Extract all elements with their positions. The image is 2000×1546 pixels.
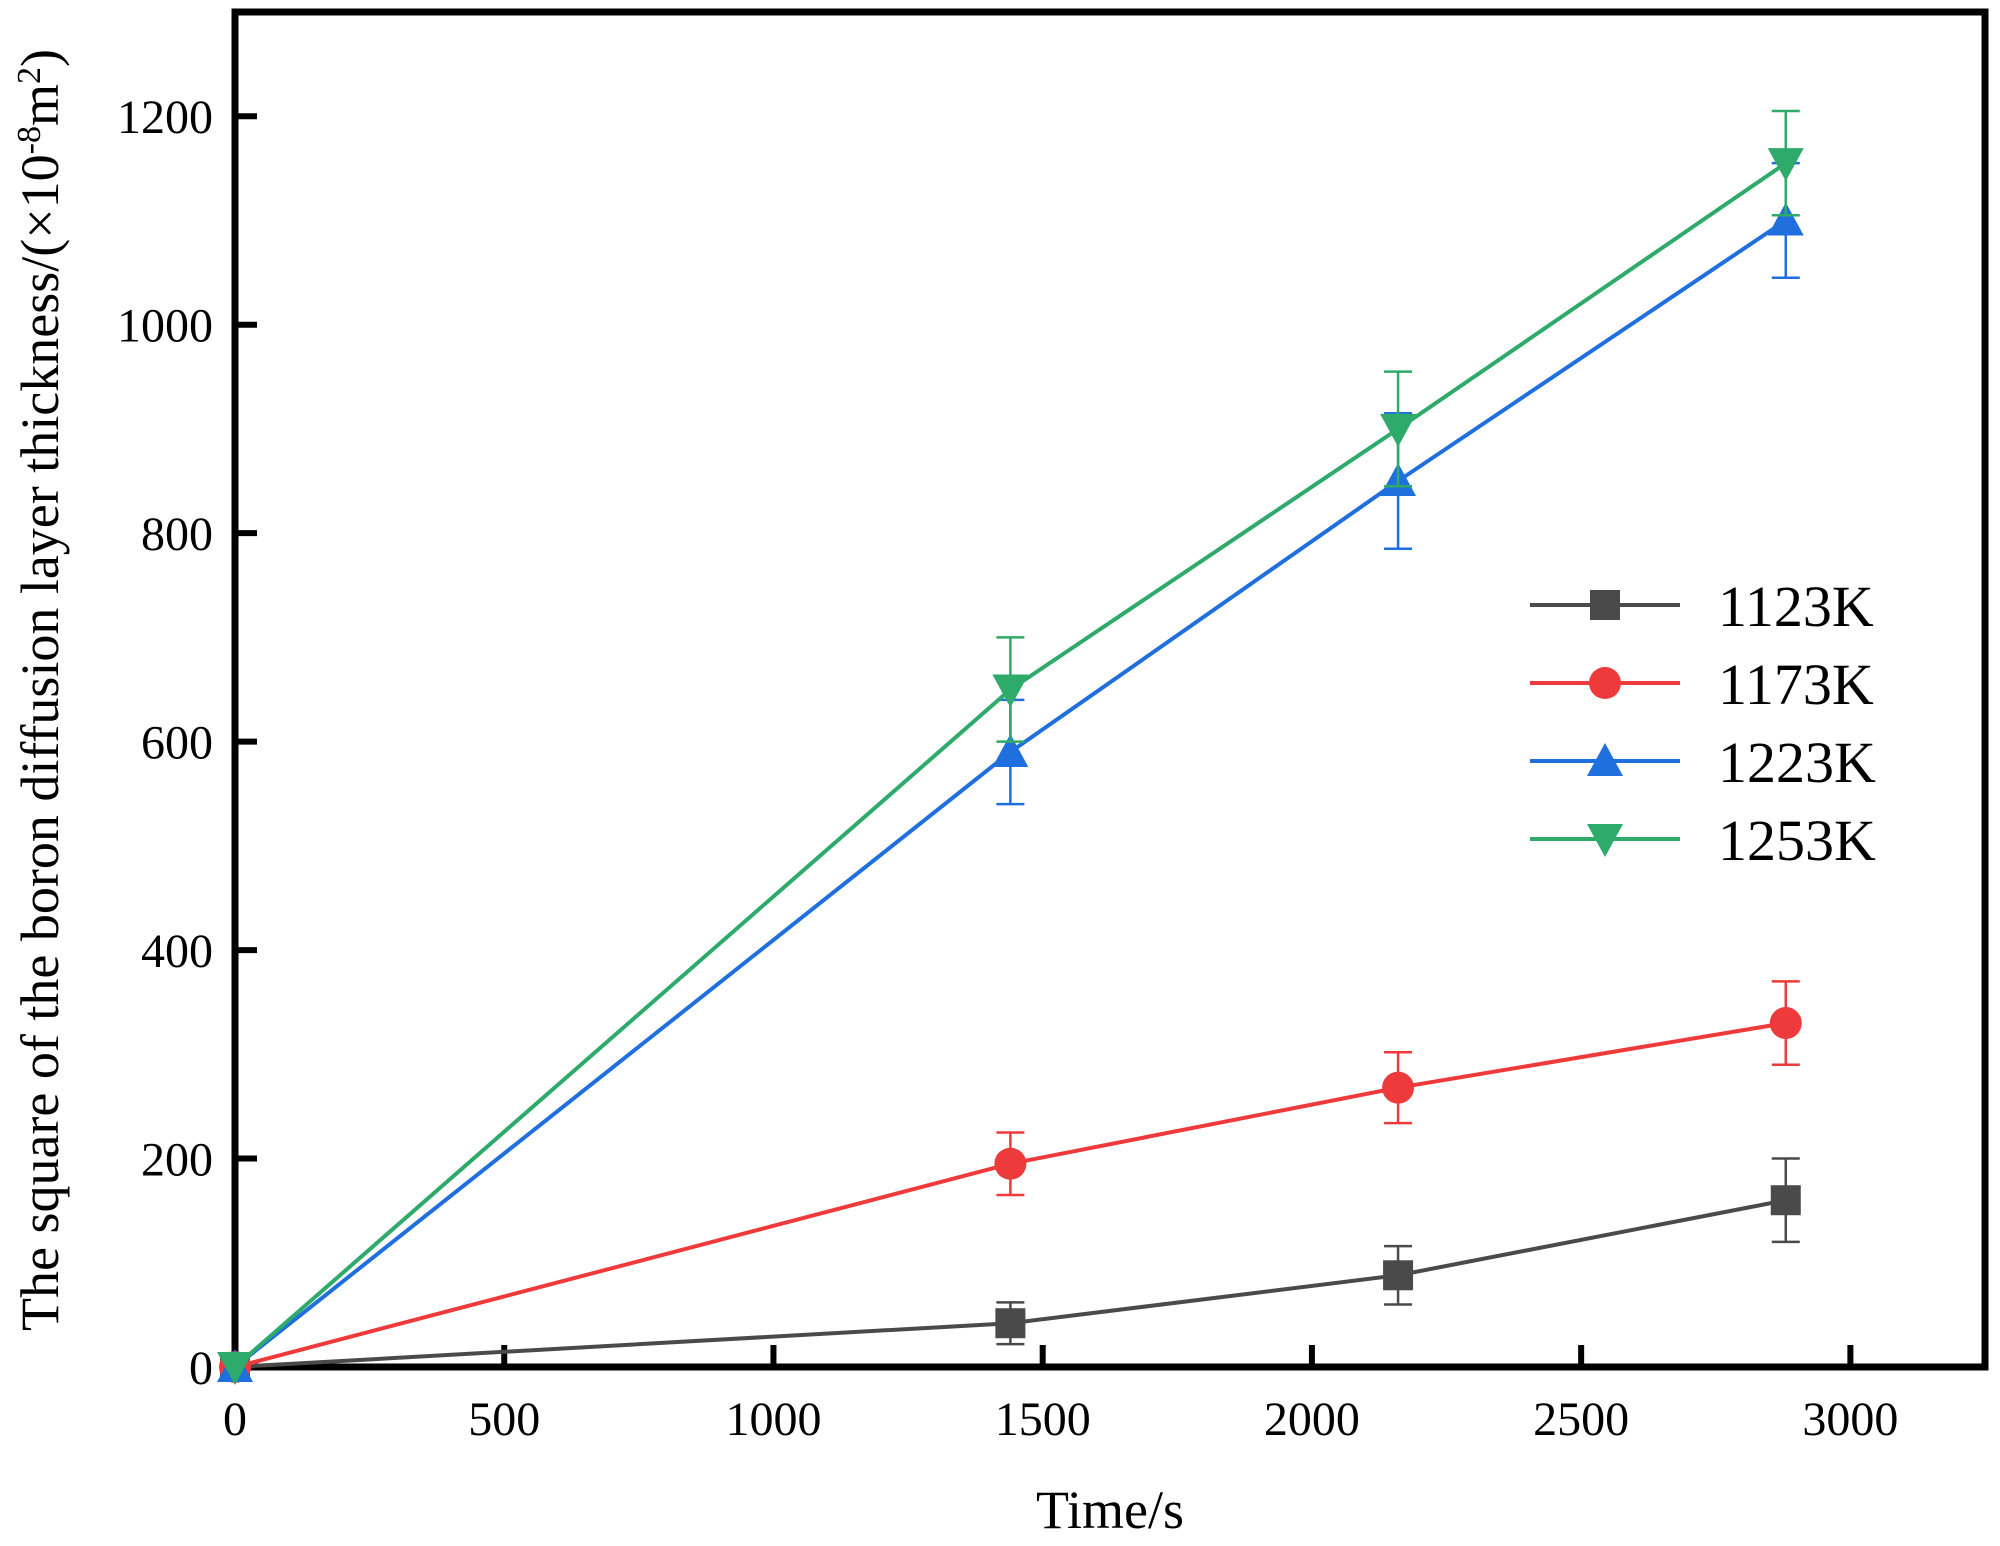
data-point-1253K bbox=[992, 674, 1029, 708]
x-tick-label: 500 bbox=[468, 1393, 540, 1446]
legend-label: 1253K bbox=[1718, 808, 1876, 873]
x-axis-title: Time/s bbox=[1036, 1480, 1184, 1540]
data-point-1173K bbox=[1769, 1007, 1802, 1040]
x-tick-label: 0 bbox=[223, 1393, 247, 1446]
series-line-1253K bbox=[233, 161, 1787, 1369]
x-tick-label: 1500 bbox=[995, 1393, 1091, 1446]
legend-marker bbox=[1587, 824, 1623, 857]
data-point-1223K bbox=[1767, 202, 1804, 236]
y-axis: 0 200 400 600 800 1000 1200 bbox=[117, 91, 257, 1395]
data-point-1123K bbox=[995, 1308, 1026, 1339]
y-tick-label: 1200 bbox=[117, 91, 213, 144]
legend-label: 1223K bbox=[1718, 730, 1876, 795]
data-point-1253K bbox=[1380, 413, 1417, 447]
y-tick-label: 600 bbox=[141, 717, 213, 770]
legend-marker bbox=[1589, 667, 1621, 699]
legend-item-1223K: 1223K bbox=[1530, 730, 1876, 795]
legend-marker bbox=[1587, 743, 1623, 776]
y-axis-title-end: ) bbox=[10, 49, 70, 67]
y-tick-label: 0 bbox=[189, 1342, 213, 1395]
data-point-1253K bbox=[217, 1352, 253, 1385]
y-tick-label: 800 bbox=[141, 508, 213, 561]
x-tick-label: 1000 bbox=[725, 1393, 821, 1446]
data-point-1253K bbox=[1767, 148, 1804, 182]
x-tick-label: 3000 bbox=[1802, 1393, 1898, 1446]
legend-label: 1173K bbox=[1718, 652, 1874, 717]
data-point-1123K bbox=[1770, 1185, 1801, 1216]
legend: 1123K 1173K 1223K 1253K bbox=[1530, 574, 1876, 873]
data-point-1123K bbox=[1383, 1260, 1414, 1291]
legend-item-1173K: 1173K bbox=[1530, 652, 1874, 717]
y-axis-title-exp1: -8 bbox=[11, 126, 48, 154]
data-point-1173K bbox=[994, 1147, 1027, 1180]
legend-item-1123K: 1123K bbox=[1530, 574, 1874, 639]
legend-item-1253K: 1253K bbox=[1530, 808, 1876, 873]
y-axis-title-exp2: 2 bbox=[11, 67, 48, 84]
y-tick-label: 400 bbox=[141, 925, 213, 978]
y-axis-title: The square of the boron diffusion layer … bbox=[10, 49, 70, 1331]
data-point-1223K bbox=[992, 734, 1029, 768]
series-line-1223K bbox=[233, 218, 1787, 1369]
series-line-1173K bbox=[234, 1021, 1787, 1369]
x-tick-label: 2000 bbox=[1264, 1393, 1360, 1446]
series-1253K bbox=[217, 109, 1804, 1385]
legend-marker bbox=[1590, 590, 1620, 620]
y-axis-title-main: The square of the boron diffusion layer … bbox=[10, 154, 70, 1331]
plot-frame bbox=[231, 8, 1989, 1371]
series-1223K bbox=[217, 161, 1804, 1382]
series-layer bbox=[217, 109, 1804, 1385]
x-axis: 0 500 1000 1500 2000 2500 3000 bbox=[223, 1345, 1898, 1446]
y-tick-label: 1000 bbox=[117, 300, 213, 353]
legend-label: 1123K bbox=[1718, 574, 1874, 639]
series-line-1123K bbox=[234, 1198, 1787, 1369]
y-axis-title-mid: m bbox=[10, 84, 70, 126]
y-tick-label: 200 bbox=[141, 1134, 213, 1187]
data-point-1173K bbox=[1382, 1071, 1415, 1104]
x-tick-label: 2500 bbox=[1533, 1393, 1629, 1446]
